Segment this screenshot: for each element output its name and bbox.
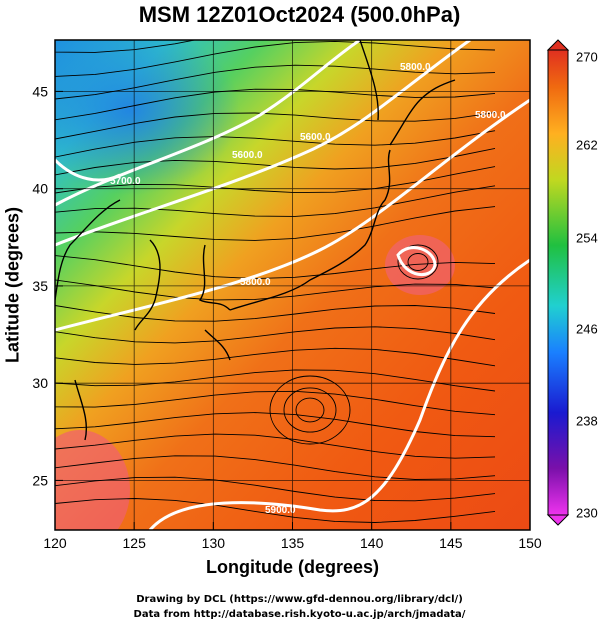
contour-label: 5800.0 (240, 277, 271, 288)
vortex-streamline (269, 375, 351, 445)
vortex-streamline (407, 253, 429, 271)
colorbar-label: 230 (576, 505, 598, 521)
map-title: MSM 12Z01Oct2024 (500.0hPa) (138, 2, 461, 27)
colorbar-scale (547, 49, 569, 516)
y-tick-label: 25 (32, 472, 48, 488)
streamline (55, 130, 496, 158)
x-axis-ticks: 120 125 130 135 140 145 150 (43, 522, 542, 551)
contour-label: 5600.0 (300, 132, 331, 143)
vortex-streamline (397, 244, 439, 280)
contour-label: 5600.0 (232, 150, 263, 161)
colorbar-label: 238 (576, 413, 598, 429)
contour-label: 5700.0 (110, 176, 141, 187)
y-axis-label: Latitude (degrees) (2, 206, 23, 364)
y-axis-ticks: 25 30 35 40 45 (32, 83, 63, 488)
colorbar-top-arrow (546, 39, 570, 51)
y-tick-label: 30 (32, 375, 48, 391)
streamline (55, 112, 496, 140)
streamline (55, 476, 496, 502)
streamline (55, 88, 496, 121)
coastlines (55, 40, 456, 441)
x-tick-label: 135 (281, 535, 305, 551)
temperature-field: 5600.0 5600.0 5700.0 5800.0 5800.0 5900.… (55, 40, 530, 530)
colorbar-label: 262 (576, 137, 598, 153)
streamline (55, 326, 496, 344)
x-tick-label: 125 (122, 535, 146, 551)
contour-label: 5900.0 (265, 505, 296, 516)
colorbar-label: 270 (576, 49, 598, 65)
streamline (55, 64, 496, 100)
grid-lines (55, 40, 530, 530)
streamline (55, 433, 496, 459)
x-tick-label: 130 (202, 535, 226, 551)
wind-streamlines (55, 40, 496, 523)
streamline (55, 255, 496, 280)
streamline (55, 147, 496, 177)
x-tick-label: 150 (518, 535, 542, 551)
colorbar-label: 246 (576, 321, 598, 337)
credit-data: Data from http://database.rish.kyoto-u.a… (133, 609, 466, 620)
contour-label: 5800.0 (475, 110, 506, 121)
streamline (55, 206, 496, 243)
colorbar-label: 254 (576, 230, 598, 246)
vortex-streamline (295, 397, 325, 423)
x-axis-label: Longitude (degrees) (205, 557, 379, 577)
x-tick-label: 145 (439, 535, 463, 551)
streamline (55, 305, 496, 322)
colorbar-bottom-arrow (546, 514, 570, 526)
credit-drawing: Drawing by DCL (https://www.gfd-dennou.o… (136, 594, 463, 605)
vortex-streamline (283, 387, 337, 433)
streamline (55, 40, 198, 53)
geopotential-contours (55, 40, 530, 530)
streamline (55, 369, 496, 392)
streamline (55, 40, 496, 77)
x-tick-label: 120 (43, 535, 67, 551)
colorbar (546, 39, 570, 526)
contour-label: 5800.0 (400, 62, 431, 73)
streamline (55, 347, 496, 367)
y-tick-label: 35 (32, 278, 48, 294)
x-tick-label: 140 (360, 535, 384, 551)
streamline (55, 498, 496, 523)
streamline (55, 390, 496, 416)
y-tick-label: 40 (32, 181, 48, 197)
y-tick-label: 45 (32, 83, 48, 99)
streamline (55, 185, 496, 221)
streamline (55, 455, 496, 480)
